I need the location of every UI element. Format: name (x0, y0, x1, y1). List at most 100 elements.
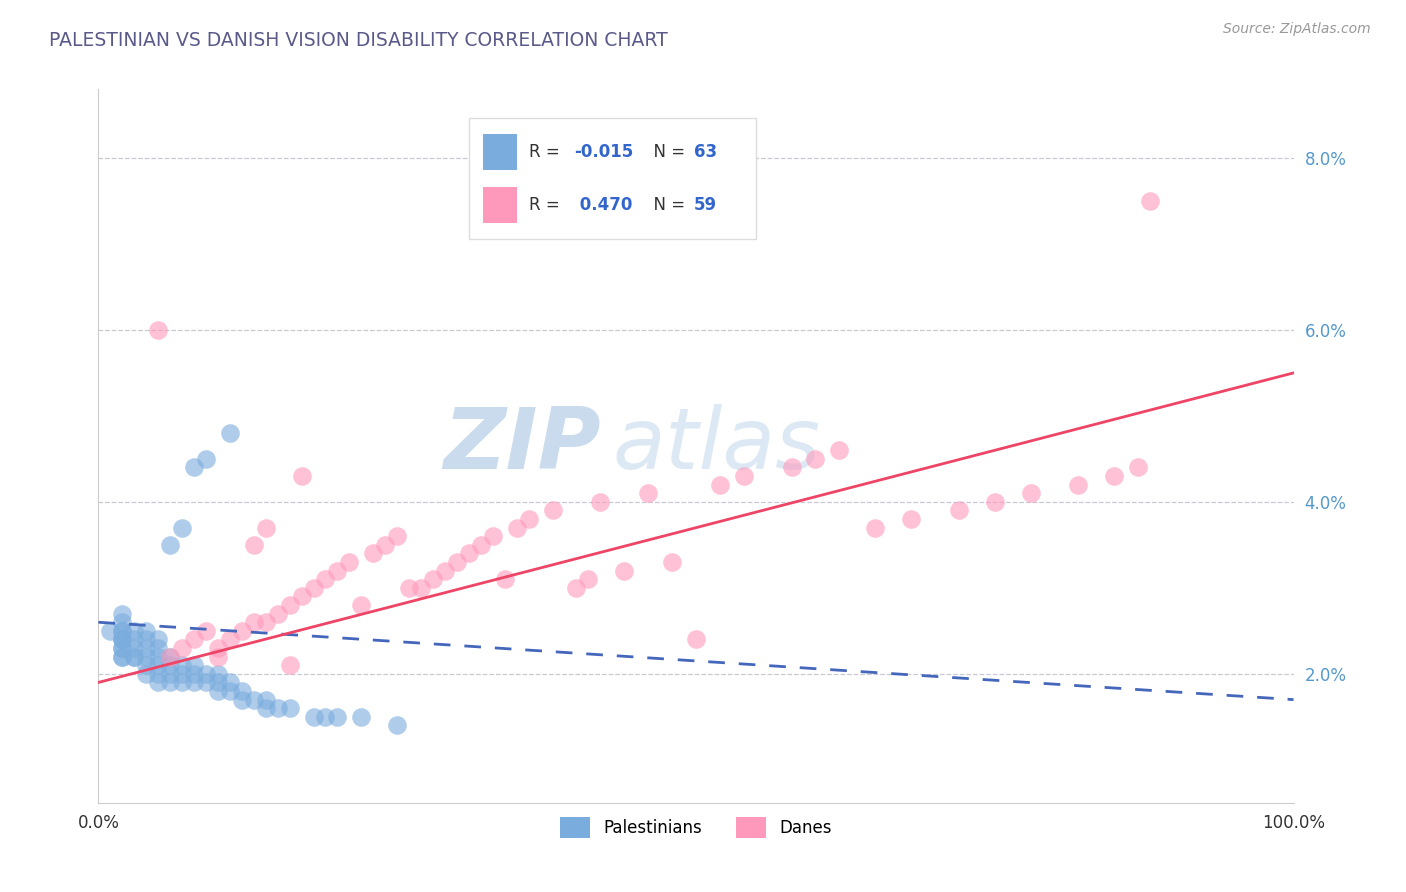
Point (350, 710, 373, 724)
Point (195, 675, 218, 690)
Point (111, 607, 134, 621)
Point (183, 632, 205, 647)
Point (183, 460, 205, 475)
Point (219, 632, 242, 647)
Point (148, 666, 170, 681)
Point (159, 649, 181, 664)
Point (135, 641, 157, 656)
Point (254, 692, 277, 706)
Point (900, 512, 922, 526)
Point (1067, 477, 1090, 491)
Point (135, 666, 157, 681)
Point (326, 710, 349, 724)
Point (111, 641, 134, 656)
Point (458, 546, 481, 560)
Point (111, 632, 134, 647)
Point (254, 615, 277, 630)
Point (172, 658, 194, 673)
Point (267, 701, 290, 715)
Point (148, 658, 170, 673)
Text: -0.015: -0.015 (574, 143, 633, 161)
Point (267, 607, 290, 621)
Point (124, 649, 146, 664)
Point (589, 495, 612, 509)
Point (578, 572, 600, 586)
Text: 63: 63 (693, 143, 717, 161)
Point (183, 675, 205, 690)
Text: ZIP: ZIP (443, 404, 600, 488)
Point (385, 529, 409, 543)
Point (374, 538, 396, 552)
Point (804, 451, 827, 466)
Point (517, 512, 540, 526)
Point (219, 684, 242, 698)
Point (302, 581, 325, 595)
Point (661, 555, 683, 569)
Point (135, 649, 157, 664)
Point (470, 538, 492, 552)
Point (1019, 486, 1042, 500)
Point (709, 477, 731, 491)
Point (494, 572, 516, 586)
Point (195, 451, 218, 466)
Point (111, 615, 134, 630)
Point (411, 581, 433, 595)
Point (350, 598, 373, 612)
Point (135, 632, 157, 647)
Point (254, 701, 277, 715)
Point (613, 564, 636, 578)
Point (231, 624, 253, 638)
Text: atlas: atlas (613, 404, 820, 488)
Point (278, 701, 301, 715)
Point (434, 564, 457, 578)
Point (148, 632, 170, 647)
Point (148, 675, 170, 690)
Point (111, 641, 134, 656)
Point (315, 710, 337, 724)
Point (207, 675, 229, 690)
Text: N =: N = (644, 143, 690, 161)
Point (278, 598, 301, 612)
Point (172, 675, 194, 690)
Point (159, 649, 181, 664)
Point (828, 443, 851, 458)
Point (111, 632, 134, 647)
Point (172, 521, 194, 535)
Point (124, 624, 146, 638)
Text: N =: N = (644, 196, 690, 214)
Point (172, 641, 194, 656)
Point (315, 572, 337, 586)
Text: Source: ZipAtlas.com: Source: ZipAtlas.com (1223, 22, 1371, 37)
Point (159, 675, 181, 690)
Point (183, 658, 205, 673)
Point (111, 624, 134, 638)
Text: 59: 59 (693, 196, 717, 214)
Point (243, 615, 266, 630)
Point (278, 658, 301, 673)
Point (111, 632, 134, 647)
Point (219, 426, 242, 441)
Point (865, 521, 887, 535)
Point (733, 469, 755, 483)
Point (124, 632, 146, 647)
Point (231, 684, 253, 698)
Point (111, 624, 134, 638)
Point (398, 581, 420, 595)
Point (541, 503, 564, 517)
Point (291, 469, 314, 483)
Point (207, 666, 229, 681)
FancyBboxPatch shape (470, 118, 756, 239)
Text: R =: R = (529, 143, 565, 161)
Point (148, 641, 170, 656)
Point (339, 555, 361, 569)
Point (637, 486, 659, 500)
Point (446, 555, 468, 569)
Point (1104, 469, 1126, 483)
Text: R =: R = (529, 196, 565, 214)
Point (291, 590, 314, 604)
Point (183, 666, 205, 681)
Point (302, 710, 325, 724)
Point (243, 538, 266, 552)
Point (111, 649, 134, 664)
Point (685, 632, 707, 647)
